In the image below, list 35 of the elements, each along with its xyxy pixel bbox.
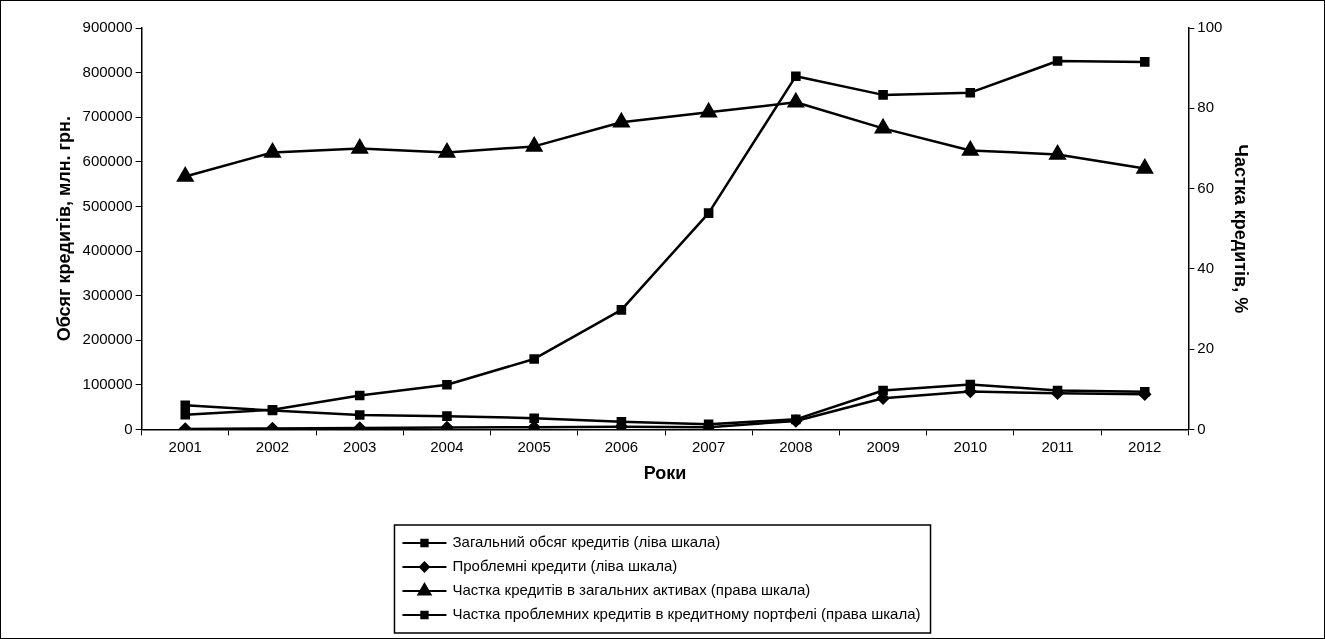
x-tick-label: 2008 [779, 437, 813, 455]
y-tick-label: 600000 [82, 151, 133, 169]
x-tick-label: 2005 [517, 437, 551, 455]
y-tick-label: 800000 [82, 62, 133, 80]
y2-tick-label: 40 [1197, 258, 1215, 276]
y-tick-label: 100000 [82, 374, 133, 392]
y2-tick-label: 60 [1197, 178, 1215, 196]
y2-tick-label: 20 [1197, 339, 1215, 357]
x-tick-label: 2003 [343, 437, 377, 455]
x-tick-label: 2012 [1128, 437, 1162, 455]
y-tick-label: 500000 [82, 196, 133, 214]
y2-tick-label: 80 [1197, 98, 1215, 116]
y2-tick-label: 100 [1197, 18, 1223, 36]
x-tick-label: 2009 [866, 437, 900, 455]
x-tick-label: 2002 [255, 437, 290, 455]
y-tick-label: 900000 [82, 18, 133, 36]
y-tick-label: 200000 [82, 330, 133, 348]
x-axis-title: Роки [643, 463, 687, 484]
y-axis-title: Обсяг кредитів, млн. грн. [53, 116, 74, 342]
y-tick-label: 400000 [82, 241, 133, 259]
legend-label: Частка кредитів в загальних активах (права шкала) [452, 581, 811, 599]
legend-label: Проблемні кредити (ліва шкала) [452, 557, 678, 575]
x-tick-label: 2011 [1041, 437, 1074, 455]
y-tick-label: 300000 [82, 285, 133, 303]
y-tick-label: 700000 [82, 107, 133, 125]
y-tick-label: 0 [124, 419, 133, 437]
x-tick-label: 2010 [953, 437, 987, 455]
y2-tick-label: 0 [1197, 419, 1206, 437]
legend-label: Загальний обсяг кредитів (ліва шкала) [452, 533, 721, 551]
y2-axis-title: Частка кредитів, % [1231, 144, 1252, 314]
x-tick-label: 2001 [168, 437, 202, 455]
x-tick-label: 2004 [430, 437, 464, 455]
x-tick-label: 2007 [691, 437, 726, 455]
x-tick-label: 2006 [604, 437, 639, 455]
legend-label: Частка проблемних кредитів в кредитному портфелі (права шкала) [452, 605, 921, 623]
